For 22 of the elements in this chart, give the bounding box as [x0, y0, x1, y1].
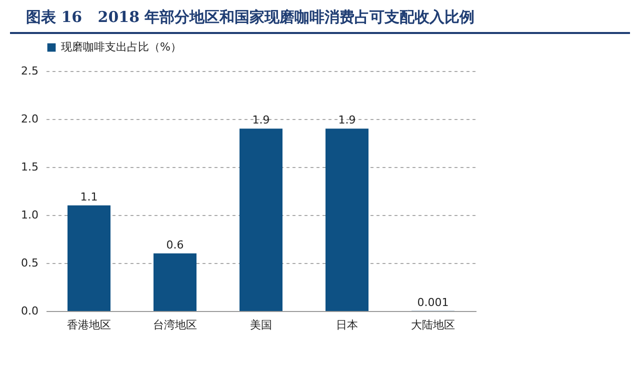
data-label: 0.6 [166, 238, 184, 252]
x-tick-label: 香港地区 [67, 318, 111, 332]
bar [240, 128, 282, 311]
x-tick-label: 美国 [250, 318, 272, 332]
data-label: 0.001 [417, 296, 449, 309]
bar [326, 128, 368, 311]
data-label: 1.1 [80, 190, 98, 204]
y-tick-label: 2.0 [21, 112, 38, 126]
data-label: 1.9 [252, 114, 270, 127]
y-tick-label: 2.5 [21, 64, 38, 78]
legend-label: 现磨咖啡支出占比（%） [61, 40, 182, 54]
bar [154, 253, 196, 311]
bar [68, 205, 110, 311]
x-tick-label: 台湾地区 [153, 318, 197, 332]
chart-title: 图表 16 2018 年部分地区和国家现磨咖啡消费占可支配收入比例 [10, 0, 630, 34]
y-tick-label: 0.0 [21, 304, 38, 318]
y-tick-label: 1.0 [21, 208, 38, 222]
y-tick-label: 1.5 [21, 160, 38, 174]
y-tick-label: 0.5 [21, 256, 38, 270]
x-tick-label: 日本 [336, 318, 358, 332]
x-tick-label: 大陆地区 [411, 318, 455, 332]
data-label: 1.9 [338, 114, 356, 127]
